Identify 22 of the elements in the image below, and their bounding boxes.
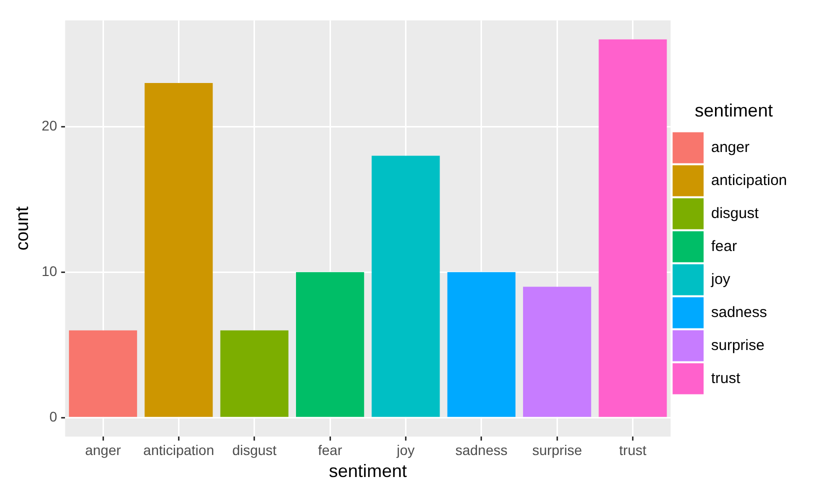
legend-label: trust: [711, 370, 742, 387]
x-tick-label: trust: [619, 442, 646, 458]
x-tick-label: joy: [396, 442, 415, 458]
y-tick-label: 20: [42, 117, 58, 134]
legend-label: disgust: [711, 204, 760, 222]
y-tick-label: 10: [42, 263, 58, 280]
x-tick-label: anger: [85, 442, 122, 458]
legend-label: sadness: [711, 304, 767, 321]
legend-label: surprise: [711, 336, 764, 354]
y-axis-title: count: [12, 206, 32, 251]
x-tick-label: surprise: [532, 442, 582, 458]
legend-title: sentiment: [694, 100, 773, 121]
x-tick-label: disgust: [232, 442, 277, 458]
x-tick-label: fear: [318, 442, 342, 458]
legend-label: anticipation: [711, 172, 788, 189]
legend-label: fear: [711, 238, 737, 255]
x-tick-label: anticipation: [143, 442, 214, 458]
legend-label: joy: [710, 270, 731, 288]
x-axis-title: sentiment: [328, 461, 407, 482]
x-tick-label: sadness: [455, 442, 508, 458]
legend-label: anger: [711, 138, 750, 156]
y-tick-label: 0: [49, 408, 58, 425]
